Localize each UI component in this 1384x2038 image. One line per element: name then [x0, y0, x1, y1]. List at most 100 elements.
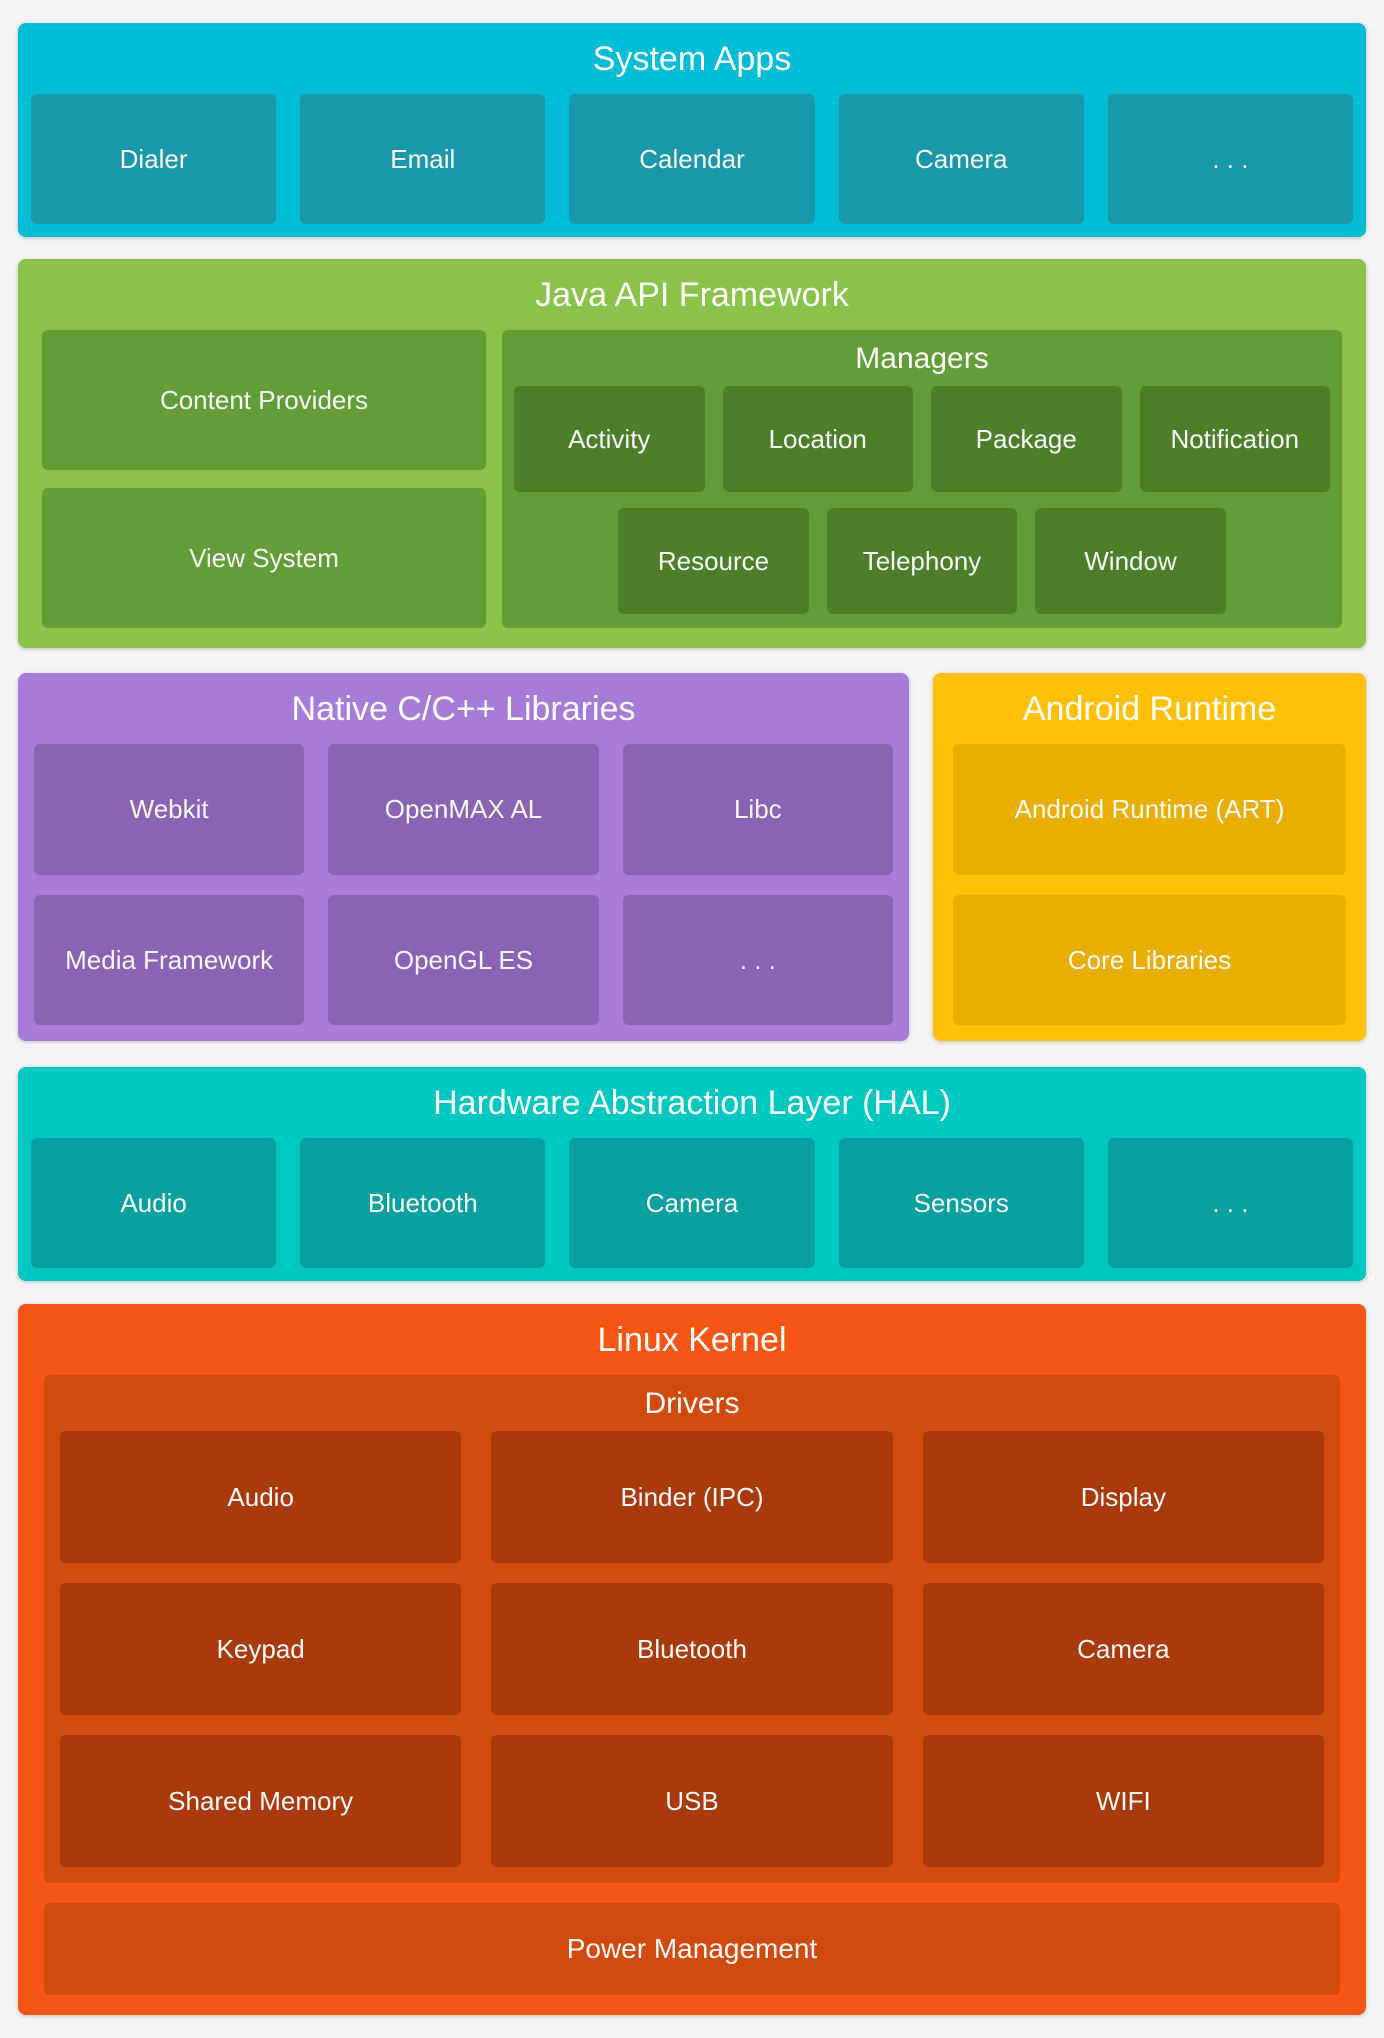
- box-driver-camera-label: Camera: [1077, 1634, 1170, 1664]
- box-opengl-es-label: OpenGL ES: [393, 944, 534, 975]
- box-dialer-label: Dialer: [119, 144, 188, 174]
- box-hal-bluetooth-label: Bluetooth: [367, 1188, 478, 1218]
- box-native-ellipsis-label: . . .: [739, 944, 776, 975]
- box-driver-usb: USB: [491, 1735, 893, 1867]
- section-hal: Hardware Abstraction Layer (HAL) Audio B…: [18, 1067, 1366, 1281]
- box-email: Email: [300, 94, 546, 224]
- section-android-runtime: Android Runtime Android Runtime (ART) Co…: [933, 673, 1366, 1041]
- box-location-label: Location: [768, 424, 867, 454]
- box-driver-wifi: WIFI: [922, 1735, 1324, 1867]
- box-hal-camera-label: Camera: [645, 1188, 739, 1218]
- hal-title: Hardware Abstraction Layer (HAL): [433, 1084, 951, 1122]
- box-notification-manager: Notification: [1139, 386, 1330, 492]
- box-camera-app: Camera: [838, 94, 1084, 224]
- box-driver-audio-label: Audio: [227, 1482, 294, 1512]
- box-telephony-manager: Telephony: [826, 508, 1018, 614]
- box-resource-label: Resource: [657, 546, 770, 576]
- native-libraries-grid: Webkit OpenMAX AL Libc Media Framework O…: [34, 744, 893, 1025]
- box-window-manager: Window: [1035, 508, 1226, 614]
- box-hal-sensors: Sensors: [838, 1138, 1084, 1268]
- box-activity-manager: Activity: [514, 386, 705, 492]
- box-window-label: Window: [1084, 546, 1177, 576]
- section-system-apps: System Apps Dialer Email Calendar Camera…: [18, 23, 1366, 237]
- box-libc-label: Libc: [733, 794, 782, 825]
- box-driver-binder-label: Binder (IPC): [620, 1482, 764, 1512]
- drivers-container: Drivers Audio Binder (IPC) Display Keypa…: [44, 1375, 1340, 1883]
- box-hal-ellipsis-label: . . .: [1212, 1188, 1249, 1218]
- box-driver-display: Display: [922, 1431, 1324, 1563]
- box-location-manager: Location: [722, 386, 913, 492]
- box-webkit-label: Webkit: [129, 794, 209, 825]
- box-driver-audio: Audio: [60, 1431, 462, 1563]
- box-driver-shared-memory-label: Shared Memory: [168, 1786, 354, 1816]
- box-driver-bluetooth-label: Bluetooth: [637, 1634, 747, 1664]
- managers-title: Managers: [855, 342, 989, 375]
- box-dialer: Dialer: [31, 94, 277, 224]
- managers-row-1: Activity Location Package Notification: [514, 386, 1330, 492]
- box-openmax-al-label: OpenMAX AL: [384, 794, 543, 825]
- android-runtime-title: Android Runtime: [1022, 690, 1277, 728]
- android-runtime-column: Android Runtime (ART) Core Libraries: [953, 744, 1346, 1025]
- box-resource-manager: Resource: [618, 508, 809, 614]
- box-art: Android Runtime (ART): [953, 744, 1346, 875]
- box-apps-ellipsis: . . .: [1107, 94, 1354, 224]
- box-driver-wifi-label: WIFI: [1095, 1786, 1151, 1816]
- box-view-system-label: View System: [189, 543, 339, 573]
- box-hal-ellipsis: . . .: [1107, 1138, 1354, 1268]
- box-email-label: Email: [390, 144, 456, 174]
- box-content-providers: Content Providers: [42, 330, 486, 470]
- box-driver-bluetooth: Bluetooth: [491, 1583, 893, 1715]
- box-notification-label: Notification: [1170, 424, 1300, 454]
- box-driver-camera: Camera: [922, 1583, 1324, 1715]
- managers-container: Managers Activity Location Package Notif…: [502, 330, 1342, 628]
- box-hal-audio: Audio: [31, 1138, 277, 1268]
- box-driver-keypad-label: Keypad: [216, 1634, 305, 1664]
- box-hal-audio-label: Audio: [120, 1188, 187, 1218]
- native-libraries-title: Native C/C++ Libraries: [291, 690, 636, 728]
- hal-row: Audio Bluetooth Camera Sensors . . .: [31, 1138, 1354, 1268]
- box-calendar-label: Calendar: [639, 144, 745, 174]
- box-core-libraries: Core Libraries: [953, 894, 1346, 1025]
- box-driver-usb-label: USB: [665, 1786, 719, 1816]
- box-power-management-label: Power Management: [566, 1933, 818, 1964]
- box-driver-shared-memory: Shared Memory: [60, 1735, 462, 1867]
- box-hal-sensors-label: Sensors: [913, 1188, 1009, 1218]
- box-webkit: Webkit: [34, 744, 305, 875]
- drivers-title: Drivers: [644, 1387, 740, 1420]
- box-telephony-label: Telephony: [862, 546, 982, 576]
- linux-kernel-title: Linux Kernel: [597, 1321, 787, 1359]
- managers-rows: Activity Location Package Notification R…: [514, 386, 1330, 614]
- box-view-system: View System: [42, 488, 486, 628]
- box-driver-keypad: Keypad: [60, 1583, 462, 1715]
- box-media-framework: Media Framework: [34, 894, 305, 1025]
- box-opengl-es: OpenGL ES: [328, 894, 599, 1025]
- box-activity-label: Activity: [568, 424, 651, 454]
- system-apps-row: Dialer Email Calendar Camera . . .: [31, 94, 1354, 224]
- box-apps-ellipsis-label: . . .: [1212, 144, 1249, 174]
- box-package-manager: Package: [931, 386, 1122, 492]
- section-native-libraries: Native C/C++ Libraries Webkit OpenMAX AL…: [18, 673, 909, 1041]
- box-hal-camera: Camera: [569, 1138, 815, 1268]
- drivers-grid: Audio Binder (IPC) Display Keypad Blueto…: [60, 1431, 1324, 1867]
- box-art-label: Android Runtime (ART): [1014, 794, 1285, 825]
- box-content-providers-label: Content Providers: [159, 385, 369, 415]
- box-native-ellipsis: . . .: [622, 894, 893, 1025]
- section-java-api-framework: Java API Framework Content Providers Vie…: [18, 259, 1366, 648]
- system-apps-title: System Apps: [592, 40, 792, 78]
- box-camera-app-label: Camera: [914, 144, 1008, 174]
- java-api-content: Content Providers View System Managers A…: [42, 330, 1342, 628]
- middle-row: Native C/C++ Libraries Webkit OpenMAX AL…: [18, 673, 1366, 1041]
- section-linux-kernel: Linux Kernel Drivers Audio Binder (IPC) …: [18, 1304, 1366, 2015]
- box-media-framework-label: Media Framework: [65, 944, 274, 975]
- box-driver-binder: Binder (IPC): [491, 1431, 893, 1563]
- java-api-title: Java API Framework: [535, 276, 849, 314]
- box-package-label: Package: [975, 424, 1077, 454]
- box-core-libraries-label: Core Libraries: [1067, 944, 1232, 975]
- box-hal-bluetooth: Bluetooth: [300, 1138, 546, 1268]
- java-api-left-column: Content Providers View System: [42, 330, 486, 628]
- box-calendar: Calendar: [569, 94, 815, 224]
- box-libc: Libc: [622, 744, 893, 875]
- box-driver-display-label: Display: [1080, 1482, 1166, 1512]
- box-power-management: Power Management: [44, 1903, 1340, 1995]
- box-openmax-al: OpenMAX AL: [328, 744, 599, 875]
